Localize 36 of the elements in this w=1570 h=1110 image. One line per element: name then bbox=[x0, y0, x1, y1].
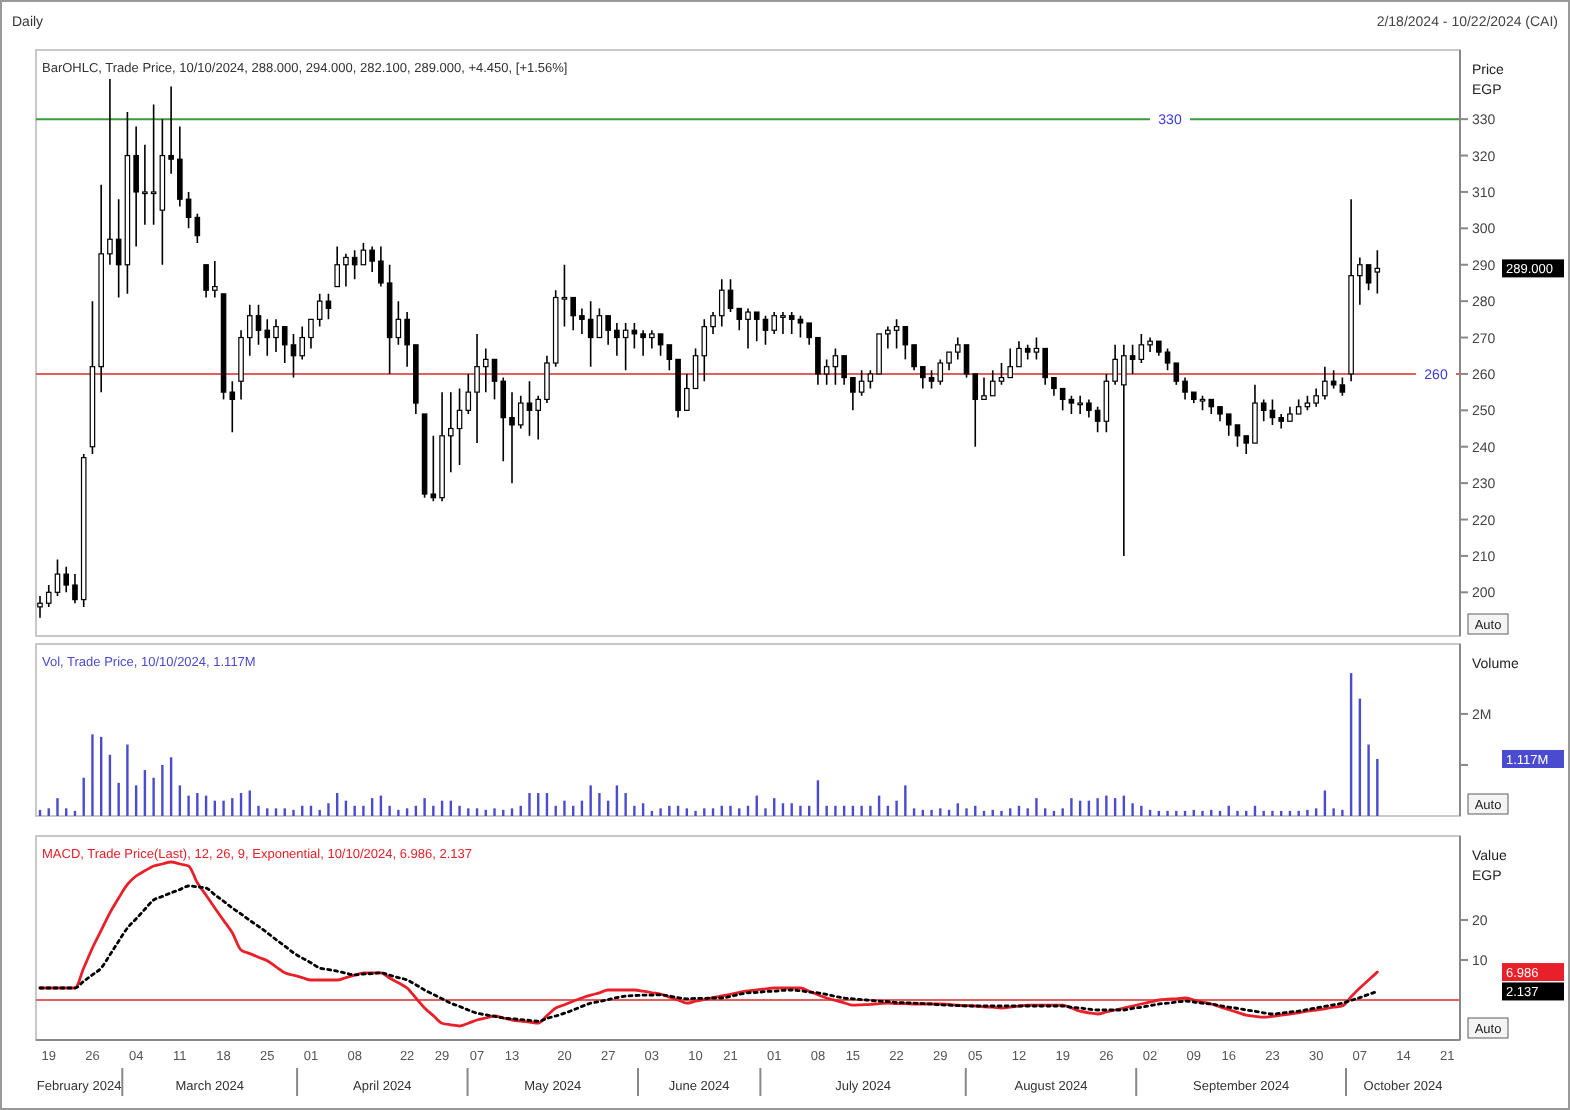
candlestick bbox=[386, 263, 393, 375]
candlestick bbox=[325, 293, 332, 321]
line-series bbox=[38, 884, 1379, 1023]
candlestick bbox=[587, 300, 594, 368]
candlestick bbox=[159, 118, 166, 266]
candlestick bbox=[771, 311, 778, 335]
candlestick bbox=[299, 325, 306, 361]
candlestick bbox=[526, 380, 533, 437]
candlestick bbox=[718, 278, 725, 328]
candlestick bbox=[290, 333, 297, 379]
candlestick bbox=[1225, 413, 1232, 437]
candlestick bbox=[832, 347, 839, 386]
candlestick bbox=[482, 347, 489, 393]
candlestick bbox=[264, 318, 271, 357]
candlestick bbox=[1208, 398, 1215, 415]
candlestick bbox=[631, 322, 638, 350]
candlestick bbox=[1024, 344, 1031, 361]
candlestick bbox=[54, 558, 61, 597]
line-series bbox=[38, 860, 1379, 1028]
candlestick bbox=[753, 311, 760, 342]
candlestick bbox=[797, 314, 804, 339]
candlestick bbox=[150, 103, 157, 226]
candlestick bbox=[701, 318, 708, 383]
candlestick bbox=[517, 394, 524, 430]
candlestick bbox=[762, 314, 769, 346]
candlestick bbox=[989, 369, 996, 397]
candlestick bbox=[351, 249, 358, 281]
candlestick bbox=[255, 303, 262, 346]
candlestick bbox=[80, 453, 87, 608]
candlestick bbox=[937, 358, 944, 386]
candlestick bbox=[1007, 347, 1014, 379]
candlestick bbox=[63, 566, 70, 594]
candlestick bbox=[788, 311, 795, 335]
candlestick bbox=[281, 326, 288, 364]
candlestick bbox=[893, 318, 900, 350]
candlestick bbox=[1374, 249, 1381, 295]
